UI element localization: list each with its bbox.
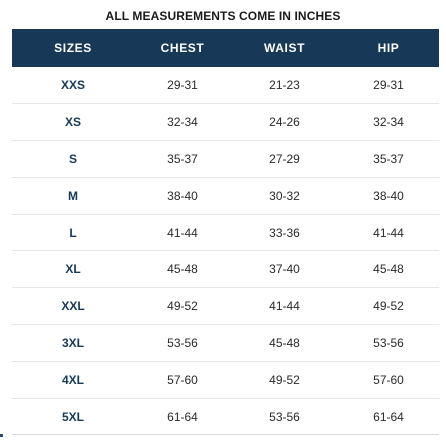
chest-cell: 53-56 (134, 324, 231, 362)
header-waist: WAIST (264, 41, 305, 55)
table-row: XS 32-34 24-26 32-34 (12, 103, 439, 142)
chest-cell: 41-44 (134, 214, 231, 252)
chest-cell: 57-60 (134, 361, 231, 399)
waist-cell: 53-56 (231, 398, 338, 436)
hip-cell: 35-37 (338, 140, 439, 178)
hip-cell: 41-44 (338, 214, 439, 252)
table-row: XXS 29-31 21-23 29-31 (12, 67, 439, 105)
chest-cell: 61-64 (134, 398, 231, 436)
table-row: XXL 49-52 41-44 49-52 (12, 287, 439, 326)
table-row: 5XL 61-64 53-56 61-64 (12, 398, 439, 436)
size-cell: 4XL (12, 361, 134, 399)
hip-cell: 29-31 (338, 67, 439, 105)
waist-cell: 41-44 (231, 287, 338, 326)
table-row: 4XL 57-60 49-52 57-60 (12, 361, 439, 399)
size-cell: M (12, 177, 134, 215)
table-header-row: SIZES CHEST WAIST HIP (12, 29, 439, 67)
size-cell: 3XL (12, 324, 134, 362)
size-cell: XL (12, 250, 134, 289)
chest-cell: 29-31 (134, 67, 231, 105)
size-chart-table: SIZES CHEST WAIST HIP XXS 29-31 21-23 29… (12, 29, 439, 436)
hip-cell: 57-60 (338, 361, 439, 399)
header-chest: CHEST (160, 41, 205, 55)
table-row: XL 45-48 37-40 45-48 (12, 250, 439, 289)
table-row: L 41-44 33-36 41-44 (12, 214, 439, 252)
chest-cell: 35-37 (134, 140, 231, 178)
waist-cell: 24-26 (231, 103, 338, 142)
waist-cell: 30-32 (231, 177, 338, 215)
hip-cell: 61-64 (338, 398, 439, 436)
waist-cell: 49-52 (231, 361, 338, 399)
header-sizes: SIZES (54, 41, 92, 55)
size-cell: XS (12, 103, 134, 142)
size-cell: XXS (12, 67, 134, 105)
table-row: M 38-40 30-32 38-40 (12, 177, 439, 215)
size-cell: 5XL (12, 398, 134, 436)
chest-cell: 32-34 (134, 103, 231, 142)
table-caption: ALL MEASUREMENTS COME IN INCHES (105, 9, 341, 23)
chest-cell: 45-48 (134, 250, 231, 289)
waist-cell: 21-23 (231, 67, 338, 105)
corner-dot (0, 434, 3, 437)
hip-cell: 38-40 (338, 177, 439, 215)
waist-cell: 33-36 (231, 214, 338, 252)
waist-cell: 45-48 (231, 324, 338, 362)
size-cell: XXL (12, 287, 134, 326)
table-row: 3XL 53-56 45-48 53-56 (12, 324, 439, 362)
table-row: S 35-37 27-29 35-37 (12, 140, 439, 178)
waist-cell: 27-29 (231, 140, 338, 178)
hip-cell: 45-48 (338, 250, 439, 289)
size-cell: S (12, 140, 134, 178)
hip-cell: 32-34 (338, 103, 439, 142)
size-cell: L (12, 214, 134, 252)
hip-cell: 49-52 (338, 287, 439, 326)
chest-cell: 38-40 (134, 177, 231, 215)
hip-cell: 53-56 (338, 324, 439, 362)
waist-cell: 37-40 (231, 250, 338, 289)
header-hip: HIP (377, 41, 400, 55)
chest-cell: 49-52 (134, 287, 231, 326)
